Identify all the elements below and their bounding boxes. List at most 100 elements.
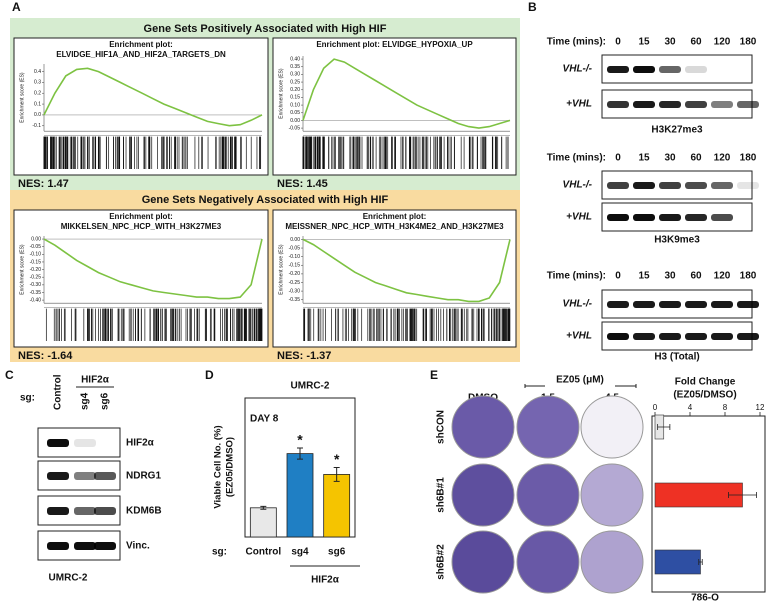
enrichment-curve — [43, 67, 263, 127]
blot-band — [607, 101, 629, 108]
plate — [516, 530, 580, 594]
blot-band — [737, 182, 759, 189]
y-axis-label: Enrichment score (ES) — [19, 72, 25, 123]
blot-band — [607, 66, 629, 73]
blot-band — [74, 507, 96, 515]
panel-label: C — [5, 368, 14, 382]
y-tick-label: -0.35 — [289, 297, 301, 303]
nes-label: NES: 1.45 — [277, 178, 328, 190]
x-tick-label: 12 — [756, 403, 765, 412]
time-value: 60 — [690, 153, 702, 164]
blot-band — [685, 66, 707, 73]
y-tick-label: 0.00 — [31, 236, 41, 242]
blot-band — [633, 333, 655, 340]
time-value: 30 — [664, 271, 676, 282]
x-tick-label: 4 — [688, 403, 693, 412]
plate — [580, 463, 644, 527]
y-tick-label: 0.10 — [290, 102, 300, 108]
lane-label: Control — [53, 374, 64, 410]
protein-label: Vinc. — [126, 541, 150, 552]
time-value: 15 — [638, 37, 650, 48]
y-tick-label: -0.40 — [30, 297, 42, 303]
negative-title: Gene Sets Negatively Associated with Hig… — [142, 194, 389, 206]
y-tick-label: 0.40 — [290, 56, 300, 62]
time-value: 30 — [664, 153, 676, 164]
condition-label: +VHL — [566, 212, 592, 223]
cell-line: UMRC-2 — [49, 573, 88, 584]
treatment-bracket — [524, 384, 637, 388]
positive-title: Gene Sets Positively Associated with Hig… — [144, 23, 387, 35]
error-bar — [333, 467, 340, 482]
y-axis-label: (EZ05/DMSO) — [225, 437, 236, 497]
blot-band — [94, 507, 116, 515]
y-tick-label: 0.3 — [34, 80, 41, 86]
blot-band — [711, 214, 733, 221]
blot-band — [607, 182, 629, 189]
plate — [451, 530, 515, 594]
blot-band — [685, 301, 707, 308]
lane-label: sg6 — [100, 392, 111, 410]
y-axis-label: Enrichment score (ES) — [278, 68, 284, 119]
time-value: 120 — [714, 153, 731, 164]
time-value: 0 — [615, 153, 621, 164]
bar — [323, 474, 351, 538]
nes-label: NES: 1.47 — [18, 178, 69, 190]
blot-band — [659, 301, 681, 308]
error-bar — [297, 447, 303, 460]
y-tick-label: 0.05 — [290, 110, 300, 116]
condition-label: +VHL — [566, 99, 592, 110]
y-tick-label: -0.25 — [289, 280, 301, 286]
group-label: HIF2α — [311, 575, 340, 586]
plot-title: MIKKELSEN_NPC_HCP_WITH_H3K27ME3 — [61, 222, 222, 231]
y-tick-label: 0.15 — [290, 95, 300, 101]
plot-title: MEISSNER_NPC_HCP_WITH_H3K4ME2_AND_H3K27M… — [285, 222, 504, 231]
blot-band — [633, 101, 655, 108]
blot-band — [74, 472, 96, 480]
blot-band — [685, 182, 707, 189]
error-bar — [728, 492, 757, 498]
bar — [286, 453, 314, 538]
x-tick-label: sg6 — [328, 547, 346, 558]
y-tick-label: 0.00 — [290, 237, 300, 243]
enrichment-curve — [302, 58, 511, 129]
blot-band — [47, 439, 69, 447]
blot-band — [659, 333, 681, 340]
blot-band — [711, 101, 733, 108]
lane-label: sg4 — [80, 392, 91, 410]
y-tick-label: -0.30 — [289, 288, 301, 294]
condition-label: +VHL — [566, 331, 592, 342]
y-tick-label: -0.1 — [32, 123, 41, 129]
x-tick-label: sg4 — [291, 547, 309, 558]
nes-label: NES: -1.64 — [18, 350, 73, 362]
blot-band — [711, 333, 733, 340]
y-axis-label: Enrichment score (ES) — [278, 244, 284, 295]
time-value: 180 — [740, 271, 757, 282]
histone-mark: H3K9me3 — [654, 235, 700, 246]
time-label: Time (mins): — [547, 37, 606, 48]
time-value: 15 — [638, 271, 650, 282]
blot-band — [659, 214, 681, 221]
protein-label: KDM6B — [126, 506, 162, 517]
significance: * — [297, 432, 303, 448]
y-tick-label: 0.25 — [290, 79, 300, 85]
plate — [580, 530, 644, 594]
plot-title: Enrichment plot: — [363, 212, 427, 221]
time-label: Time (mins): — [547, 153, 606, 164]
footer: 786-O — [691, 593, 719, 604]
sg-label: sg: — [20, 393, 35, 404]
blot-band — [737, 301, 759, 308]
y-tick-label: -0.20 — [289, 271, 301, 277]
blot-band — [711, 182, 733, 189]
y-axis-label: Viable Cell No. (%) — [213, 425, 224, 508]
protein-label: NDRG1 — [126, 471, 161, 482]
condition-label: VHL-/- — [563, 64, 593, 75]
blot-band — [607, 214, 629, 221]
y-tick-label: 0.35 — [290, 64, 300, 70]
plate — [516, 463, 580, 527]
x-tick-label: Control — [246, 547, 282, 558]
x-prefix: sg: — [212, 547, 227, 558]
bar — [249, 507, 277, 538]
y-tick-label: -0.25 — [30, 275, 42, 281]
blot-band — [74, 542, 96, 550]
